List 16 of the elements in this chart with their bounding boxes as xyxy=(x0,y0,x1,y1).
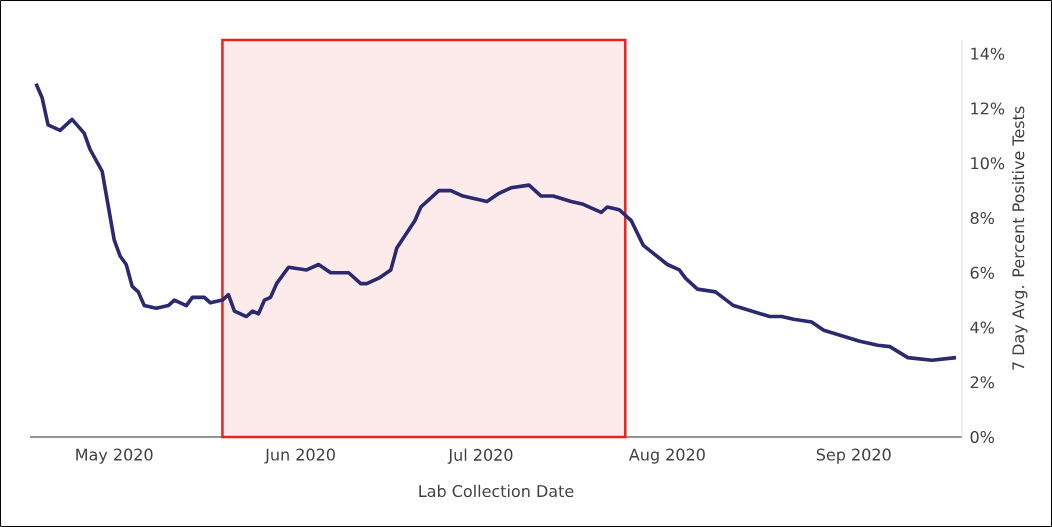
y-tick-label: 6% xyxy=(970,266,995,279)
y-tick-label: 8% xyxy=(970,211,995,224)
x-tick-label: Sep 2020 xyxy=(816,448,891,464)
y-tick-label: 4% xyxy=(970,321,995,334)
y-tick-label: 2% xyxy=(970,376,995,389)
y-tick-label: 0% xyxy=(970,430,995,444)
x-tick-label: Jul 2020 xyxy=(447,448,513,464)
y-tick-label: 10% xyxy=(971,157,1005,170)
y-tick-label: 14% xyxy=(971,47,1005,60)
x-axis-title: Lab Collection Date xyxy=(419,484,574,498)
y-axis-title: 7 Day Avg. Percent Positive Tests xyxy=(1011,106,1028,370)
line-series xyxy=(34,82,958,363)
y-tick-label: 12% xyxy=(971,102,1005,115)
x-tick-label: Aug 2020 xyxy=(628,448,705,464)
x-tick-label: Jun 2020 xyxy=(264,448,335,464)
x-tick-label: May 2020 xyxy=(76,448,153,464)
